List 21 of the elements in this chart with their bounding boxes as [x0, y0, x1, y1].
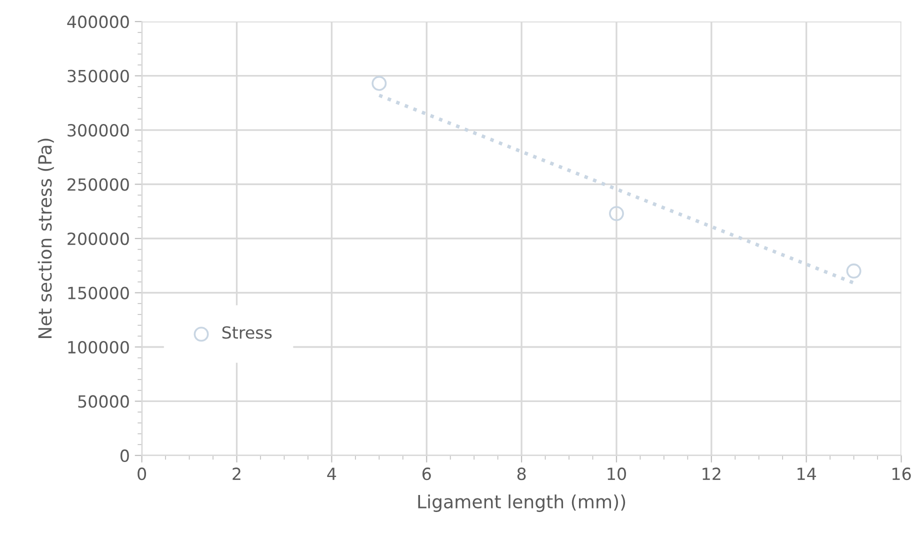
y-tick-label: 200000	[68, 232, 129, 246]
x-tick-label: 14	[798, 468, 816, 480]
y-tick-label: 150000	[68, 286, 129, 300]
x-tick-label: 6	[422, 468, 431, 480]
legend-label: Stress	[222, 326, 272, 339]
y-tick-label: 0	[120, 449, 129, 462]
y-tick-label: 400000	[67, 16, 129, 28]
y-tick-label: 250000	[68, 178, 129, 191]
y-tick-label: 350000	[68, 70, 129, 82]
x-tick-label: 16	[892, 468, 911, 480]
x-tick-label: 10	[608, 468, 626, 480]
x-axis-title: Ligament length (mm))	[418, 494, 626, 512]
y-tick-label: 300000	[68, 124, 129, 137]
x-tick-label: 4	[327, 468, 336, 480]
x-tick-label: 0	[138, 468, 146, 480]
x-tick-label: 8	[517, 468, 526, 480]
x-tick-label: 12	[702, 468, 720, 480]
y-tick-label: 50000	[78, 395, 129, 408]
x-tick-label: 2	[232, 468, 240, 480]
y-axis-title: Net section stress (Pa)	[38, 138, 54, 338]
y-tick-label: 100000	[68, 340, 129, 354]
